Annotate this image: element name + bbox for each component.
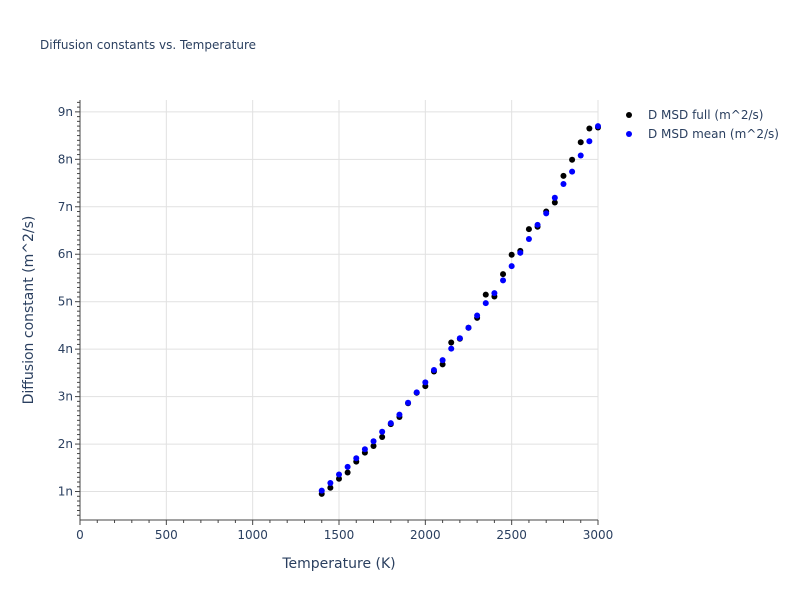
data-point[interactable] [569, 168, 576, 175]
y-tick-label: 5n [58, 295, 73, 309]
data-point[interactable] [413, 389, 420, 396]
data-point[interactable] [370, 442, 377, 449]
data-point[interactable] [327, 484, 334, 491]
x-tick-label: 2000 [410, 528, 441, 542]
data-point[interactable] [508, 251, 515, 258]
data-point[interactable] [482, 300, 489, 307]
data-point[interactable] [344, 463, 351, 470]
x-tick-label: 1500 [324, 528, 355, 542]
x-tick-label: 1000 [237, 528, 268, 542]
data-point[interactable] [336, 475, 342, 482]
data-point[interactable] [474, 312, 481, 319]
y-tick-label: 8n [58, 152, 73, 166]
data-point[interactable] [586, 138, 593, 145]
data-point[interactable] [379, 428, 386, 435]
data-point[interactable] [327, 479, 334, 486]
y-axis: 1n 2n 3n 4n 5n 6n 7n 8n 9n [58, 100, 81, 520]
legend-label[interactable]: D MSD full (m^2/s) [648, 108, 763, 122]
data-point[interactable] [500, 271, 507, 278]
x-tick-label: 2500 [496, 528, 527, 542]
data-point[interactable] [560, 181, 567, 187]
data-point[interactable] [577, 139, 584, 146]
data-point[interactable] [361, 446, 368, 453]
data-point[interactable] [336, 471, 342, 478]
y-tick-label: 7n [58, 200, 73, 214]
data-point[interactable] [387, 420, 394, 427]
x-tick-label: 3000 [583, 528, 614, 542]
chart-title: Diffusion constants vs. Temperature [40, 38, 257, 52]
series-1[interactable] [318, 123, 601, 494]
data-point[interactable] [569, 156, 576, 163]
y-tick-label: 1n [58, 485, 73, 499]
data-point[interactable] [508, 263, 515, 270]
data-point[interactable] [379, 433, 386, 440]
data-point[interactable] [551, 199, 558, 206]
data-point[interactable] [396, 411, 403, 418]
y-tick-label: 3n [58, 390, 73, 404]
data-point[interactable] [517, 249, 524, 256]
x-axis-title: Temperature (K) [281, 556, 395, 572]
y-tick-label: 4n [58, 342, 73, 356]
x-axis: 0 500 1000 1500 2000 2500 3000 [76, 519, 614, 542]
y-tick-label: 6n [58, 247, 73, 261]
x-tick-label: 500 [155, 528, 178, 542]
legend-marker[interactable] [626, 131, 632, 137]
data-point[interactable] [465, 324, 472, 331]
data-point[interactable] [551, 194, 558, 201]
x-tick-label: 0 [76, 528, 84, 542]
x-gridlines [165, 100, 599, 520]
data-point[interactable] [422, 379, 429, 386]
data-point[interactable] [525, 226, 532, 233]
legend-marker[interactable] [626, 112, 632, 118]
data-point[interactable] [491, 290, 498, 297]
data-point[interactable] [534, 221, 541, 228]
data-point[interactable] [405, 399, 412, 406]
data-point[interactable] [500, 277, 507, 284]
data-point[interactable] [577, 152, 584, 159]
legend[interactable]: D MSD full (m^2/s) D MSD mean (m^2/s) [626, 108, 779, 141]
data-point[interactable] [439, 361, 446, 368]
y-tick-label: 9n [58, 105, 73, 119]
data-point[interactable] [560, 172, 567, 179]
data-point[interactable] [344, 469, 351, 476]
data-point[interactable] [448, 339, 455, 346]
data-point[interactable] [586, 125, 593, 132]
data-point[interactable] [353, 455, 360, 462]
series-0[interactable] [318, 124, 601, 497]
data-point[interactable] [482, 291, 489, 298]
legend-label[interactable]: D MSD mean (m^2/s) [648, 127, 779, 141]
data-point[interactable] [318, 487, 325, 494]
data-point[interactable] [448, 345, 455, 352]
y-tick-label: 2n [58, 437, 73, 451]
data-point[interactable] [370, 438, 377, 445]
data-point[interactable] [525, 236, 532, 243]
data-point[interactable] [439, 357, 446, 364]
data-point[interactable] [543, 210, 550, 217]
data-point[interactable] [456, 335, 463, 342]
y-axis-title: Diffusion constant (m^2/s) [21, 216, 37, 405]
data-points[interactable] [318, 123, 601, 497]
data-point[interactable] [595, 123, 601, 130]
data-point[interactable] [430, 367, 437, 374]
